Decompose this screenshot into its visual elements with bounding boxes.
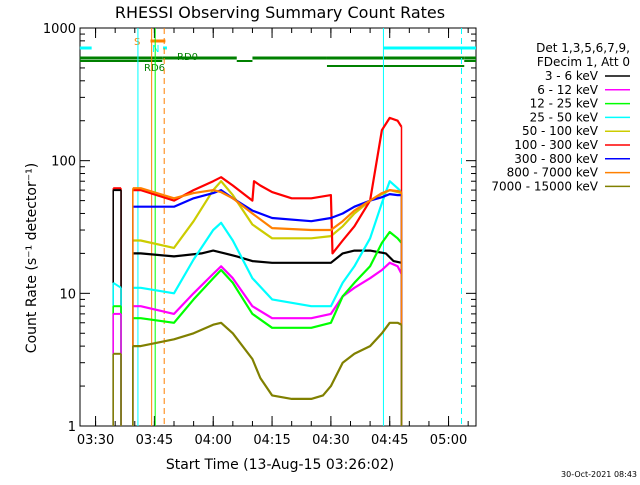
series-line bbox=[132, 189, 402, 223]
legend-entry-label: 6 - 12 keV bbox=[537, 83, 599, 97]
y-tick-label: 100 bbox=[51, 155, 76, 170]
legend-entry-label: 300 - 800 keV bbox=[514, 152, 598, 166]
x-tick-label: 04:45 bbox=[371, 433, 408, 448]
y-tick-label: 10 bbox=[59, 287, 76, 302]
x-tick-label: 05:00 bbox=[430, 433, 467, 448]
rd0-label: RD0 bbox=[177, 52, 198, 63]
series-early-segment bbox=[112, 281, 122, 289]
series-line bbox=[132, 187, 402, 232]
series-line bbox=[132, 230, 403, 329]
legend-entry-label: 800 - 7000 keV bbox=[507, 166, 599, 180]
x-axis-label: Start Time (13-Aug-15 03:26:02) bbox=[166, 457, 394, 473]
series-line bbox=[132, 261, 403, 320]
legend-entry-label: 25 - 50 keV bbox=[530, 110, 599, 124]
s-flag-label: S bbox=[134, 37, 140, 48]
x-tick-label: 04:15 bbox=[253, 433, 290, 448]
y-tick-label: 1 bbox=[68, 420, 76, 435]
x-tick-label: 03:45 bbox=[136, 433, 173, 448]
y-axis-label: Count Rate (s⁻¹ detector⁻¹) bbox=[24, 163, 40, 353]
n-flag-label: N bbox=[152, 44, 159, 55]
y-tick-label: 1000 bbox=[43, 22, 76, 37]
series-line bbox=[132, 116, 403, 255]
x-tick-label: 04:30 bbox=[312, 433, 349, 448]
series-line bbox=[132, 180, 403, 308]
legend-entry-label: 7000 - 15000 keV bbox=[491, 179, 598, 193]
series-line bbox=[132, 249, 402, 264]
rd6-label: RD6 bbox=[144, 63, 165, 74]
legend-entry-label: 3 - 6 keV bbox=[545, 69, 599, 83]
footer-timestamp: 30-Oct-2021 08:43 bbox=[561, 470, 637, 479]
chart-title: RHESSI Observing Summary Count Rates bbox=[115, 3, 445, 22]
x-tick-label: 04:00 bbox=[194, 433, 231, 448]
legend-entry-label: 100 - 300 keV bbox=[514, 138, 598, 152]
x-tick-label: 03:30 bbox=[77, 433, 114, 448]
legend-entry-label: 12 - 25 keV bbox=[530, 97, 599, 111]
legend: Det 1,3,5,6,7,9,FDecim 1, Att 03 - 6 keV… bbox=[491, 41, 630, 193]
plot-frame bbox=[79, 27, 477, 427]
legend-header: Det 1,3,5,6,7,9, bbox=[536, 41, 630, 55]
legend-entry-label: 50 - 100 keV bbox=[522, 124, 599, 138]
series-line bbox=[132, 321, 402, 400]
legend-header: FDecim 1, Att 0 bbox=[537, 55, 630, 69]
